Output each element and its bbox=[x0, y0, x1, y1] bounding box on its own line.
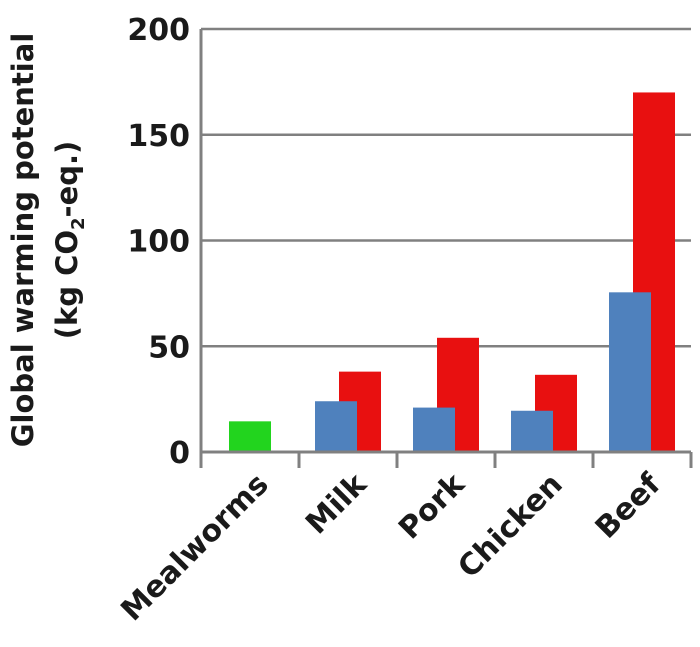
axes bbox=[199, 29, 693, 468]
y-axis-label-line1: Global warming potential bbox=[6, 33, 40, 448]
y-tick-labels: 0 50 100 150 200 bbox=[127, 13, 190, 471]
y-axis-label: Global warming potential (kg CO2-eq.) bbox=[6, 33, 89, 448]
y-axis-label-line2-prefix: (kg CO bbox=[50, 230, 84, 339]
y-tick-label: 100 bbox=[127, 225, 190, 260]
bar-chicken-blue bbox=[511, 410, 553, 452]
bar-mealworms bbox=[229, 421, 271, 452]
bars bbox=[229, 92, 675, 452]
x-category-label: Milk bbox=[299, 466, 374, 541]
y-tick-label: 0 bbox=[169, 436, 190, 471]
bar-milk-blue bbox=[315, 401, 357, 452]
y-axis-label-line2-suffix: -eq.) bbox=[50, 141, 84, 218]
y-tick-label: 50 bbox=[148, 330, 190, 365]
bar-beef-blue bbox=[609, 292, 651, 452]
y-tick-label: 150 bbox=[127, 119, 190, 154]
x-category-label: Chicken bbox=[451, 467, 569, 585]
y-axis-label-line2: (kg CO2-eq.) bbox=[50, 141, 89, 340]
x-category-label: Mealworms bbox=[114, 467, 275, 628]
bar-pork-blue bbox=[413, 407, 455, 452]
y-axis-label-line2-subscript: 2 bbox=[68, 217, 89, 230]
x-category-label: Beef bbox=[589, 466, 669, 546]
x-category-label: Pork bbox=[392, 466, 472, 546]
y-tick-label: 200 bbox=[127, 13, 190, 48]
